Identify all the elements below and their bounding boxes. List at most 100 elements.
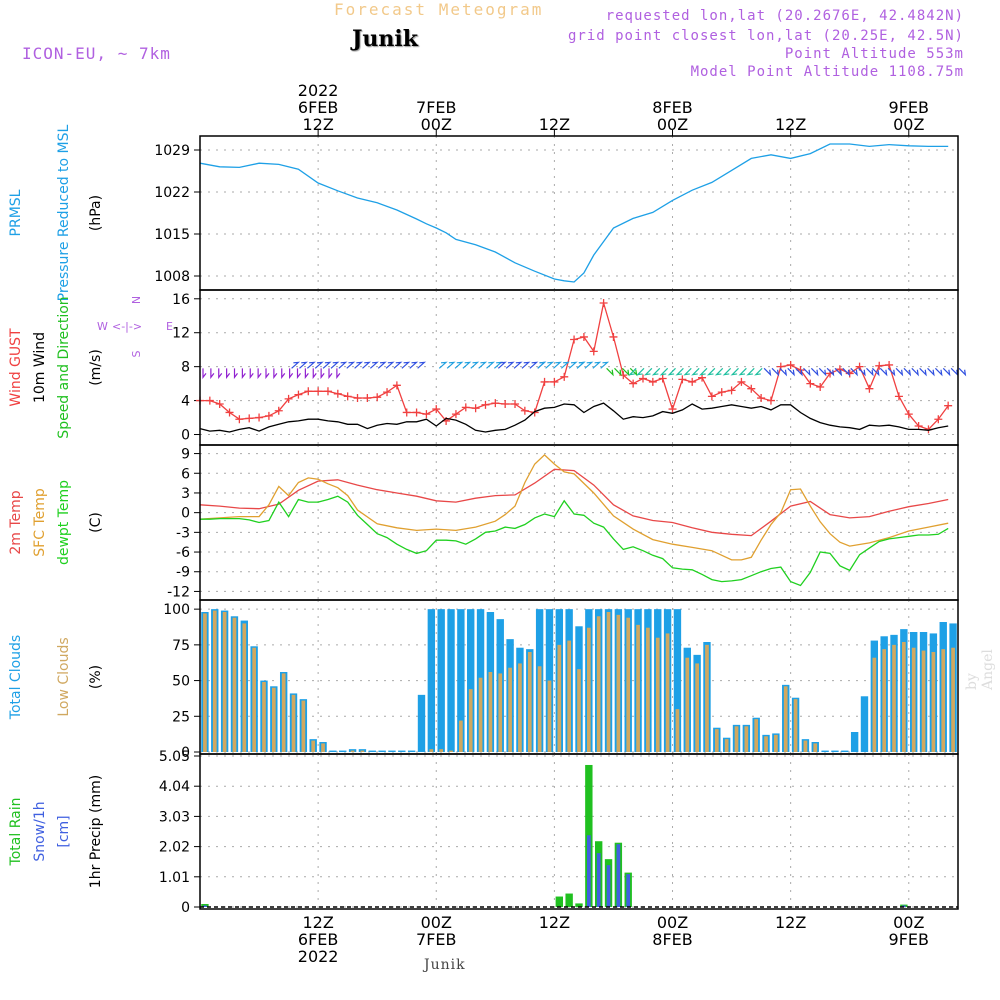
clouds-bar-low_clouds: [951, 647, 955, 752]
clouds-bar-low_clouds: [734, 726, 739, 752]
ytick-label: 3: [181, 486, 190, 502]
compass-north: N: [130, 296, 143, 304]
clouds-bar-low_clouds: [291, 694, 296, 752]
gust-marker: [235, 415, 244, 424]
wind-direction-arrow: [446, 361, 456, 369]
clouds-bar-low_clouds: [262, 682, 266, 752]
precip-bar-rain: [565, 893, 573, 907]
clouds-bar-total_clouds: [831, 750, 839, 752]
gust-marker: [865, 384, 874, 393]
clouds-bar-low_clouds: [872, 657, 877, 752]
wind-direction-arrow: [818, 367, 827, 377]
precip-bar-snow: [606, 865, 611, 907]
clouds-bar-total_clouds: [467, 609, 475, 752]
wind-direction-arrow: [879, 367, 888, 377]
wind-direction-arrow: [369, 361, 379, 369]
gust-marker: [530, 408, 539, 417]
gust-marker: [245, 414, 254, 423]
clouds-bar-total_clouds: [821, 750, 829, 752]
clouds-bar-total_clouds: [339, 750, 347, 752]
gust-marker: [383, 388, 392, 397]
precip-bar-snow: [616, 844, 621, 907]
ytick-label: 50: [172, 674, 190, 690]
wind-direction-arrow: [505, 361, 515, 369]
temperature-axis-label: 2m Temp: [8, 490, 24, 554]
ytick-label: 1008: [154, 269, 190, 285]
gust-marker: [373, 393, 382, 402]
wind-direction-arrow: [226, 368, 231, 380]
gust-marker: [323, 387, 332, 396]
gust-marker: [491, 399, 500, 408]
wind-direction-arrow: [858, 367, 866, 377]
wind-direction-arrow: [328, 368, 333, 380]
clouds-bar-low_clouds: [468, 689, 473, 752]
wind-direction-arrow: [628, 367, 637, 376]
ytick-label: 75: [172, 638, 190, 654]
clouds-bar-low_clouds: [350, 750, 355, 752]
xtick-label-bottom: 6FEB: [298, 930, 338, 949]
clouds-bar-total_clouds: [841, 750, 849, 752]
wind-direction-arrow: [322, 361, 332, 369]
clouds-bar-low_clouds: [252, 647, 256, 752]
xtick-label-bottom: 00Z: [421, 913, 452, 932]
clouds-bar-low_clouds: [586, 627, 591, 752]
clouds-axis-label: (%): [88, 665, 104, 689]
xtick-label-bottom: 8FEB: [652, 930, 692, 949]
clouds-bar-low_clouds: [449, 750, 453, 752]
gust-marker: [648, 377, 657, 386]
wind-direction-arrow: [210, 368, 215, 380]
wind-direction-arrow: [521, 361, 531, 369]
wind-direction-arrow: [722, 367, 732, 376]
gust-marker: [845, 369, 854, 378]
precip-bar-rain: [575, 903, 583, 907]
gust-marker: [255, 413, 264, 422]
clouds-bar-low_clouds: [931, 652, 936, 752]
gust-marker: [343, 392, 352, 401]
clouds-bar-low_clouds: [232, 617, 237, 752]
wind-direction-arrow: [803, 367, 811, 377]
wind-direction-arrow: [304, 368, 309, 380]
gust-marker: [511, 399, 520, 408]
wind-direction-arrow: [537, 361, 547, 369]
ytick-label: -9: [176, 565, 190, 581]
clouds-bar-low_clouds: [212, 610, 217, 752]
temperature-axis-label: SFC Temp: [32, 488, 48, 557]
wind-direction-arrow: [241, 368, 246, 380]
wind-direction-arrow: [336, 368, 341, 380]
gust-marker: [678, 375, 687, 384]
clouds-bar-low_clouds: [567, 640, 572, 752]
wind-direction-arrow: [779, 367, 788, 377]
wind-direction-arrow: [614, 367, 622, 377]
wind-direction-arrow: [314, 361, 324, 369]
gust-marker: [806, 379, 815, 388]
gust-marker: [658, 374, 667, 383]
precip-bar-snow: [626, 874, 631, 907]
xtick-label-top: 00Z: [657, 115, 688, 134]
wind-direction-arrow: [675, 367, 684, 376]
wind-direction-arrow: [354, 361, 364, 369]
ytick-label: 8: [181, 360, 190, 376]
clouds-bar-low_clouds: [222, 612, 227, 752]
wind-direction-arrow: [513, 361, 523, 369]
wind-direction-arrow: [787, 367, 795, 377]
temperature-line-temp2m: [199, 468, 949, 537]
xtick-label-top: 8FEB: [652, 98, 692, 117]
ytick-label: 0: [181, 900, 190, 916]
ytick-label: 9: [181, 447, 190, 463]
precip-axis-label: [cm]: [56, 815, 72, 847]
clouds-bar-low_clouds: [685, 657, 690, 752]
chart-subtitle: Forecast Meteogram: [334, 0, 544, 19]
gust-marker: [786, 360, 795, 369]
gust-marker: [668, 405, 677, 414]
ytick-label: 100: [163, 602, 190, 618]
gust-marker: [757, 394, 766, 403]
gust-marker: [422, 410, 431, 419]
wind-direction-arrow: [306, 361, 316, 369]
wind-direction-arrow: [299, 361, 308, 369]
clouds-bar-low_clouds: [557, 644, 562, 752]
gust-marker: [599, 299, 608, 308]
wind-direction-arrow: [265, 368, 270, 380]
panel-precip: 0 1.01 2.02 3.03 4.04 5.05 Total Rain Snow/1h [c…: [8, 749, 959, 916]
wind-direction-arrow: [401, 361, 411, 369]
xtick-label-bottom: 00Z: [657, 913, 688, 932]
